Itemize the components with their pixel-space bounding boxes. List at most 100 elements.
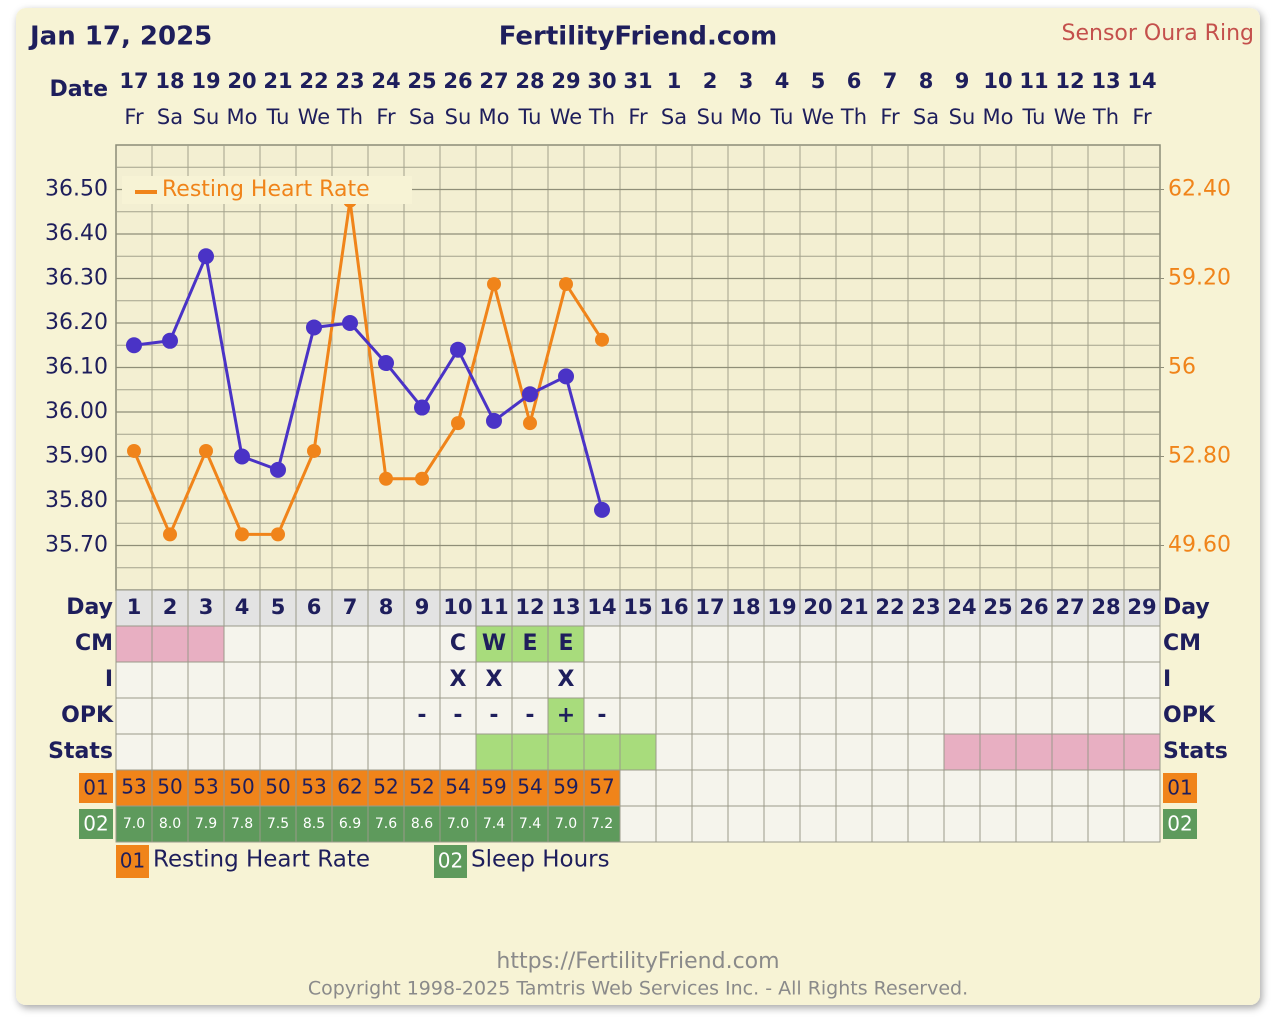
cell xyxy=(1123,805,1161,843)
date: 26 xyxy=(443,69,472,93)
cell xyxy=(295,625,333,663)
cell xyxy=(367,625,405,663)
day-number: 19 xyxy=(767,595,796,619)
data-point xyxy=(522,386,538,403)
data-point xyxy=(127,443,141,458)
cell xyxy=(763,733,801,771)
row-label: Day xyxy=(1163,595,1210,620)
cell xyxy=(763,805,801,843)
date: 19 xyxy=(191,69,220,93)
cell xyxy=(475,733,513,771)
cell xyxy=(223,733,261,771)
cell xyxy=(799,661,837,699)
sleep-value: 8.0 xyxy=(159,816,181,832)
legend-code-box xyxy=(116,845,149,878)
date: 12 xyxy=(1055,69,1084,93)
cell xyxy=(1051,769,1089,807)
footer-url: https://FertilityFriend.com xyxy=(496,949,779,974)
data-point xyxy=(486,412,502,429)
cell xyxy=(1087,697,1125,735)
cell xyxy=(367,697,405,735)
sleep-value: 7.6 xyxy=(375,816,397,832)
day-cell xyxy=(727,589,765,627)
row-label: 01 xyxy=(83,776,108,800)
cell xyxy=(835,805,873,843)
cell xyxy=(979,661,1017,699)
legend-code: 02 xyxy=(438,849,463,873)
day-number: 10 xyxy=(443,595,472,619)
weekday: We xyxy=(1054,105,1086,129)
date: 22 xyxy=(299,69,328,93)
data-point xyxy=(342,315,358,331)
data-point xyxy=(378,355,394,372)
data-point xyxy=(235,527,249,542)
sleep-value: 7.5 xyxy=(267,816,289,832)
cell xyxy=(403,625,441,663)
weekday: Fr xyxy=(124,105,144,129)
day-cell xyxy=(583,589,621,627)
data-point xyxy=(307,443,321,458)
sensor-label: Sensor Oura Ring xyxy=(1062,21,1255,46)
date: 2 xyxy=(703,69,718,93)
cell xyxy=(727,625,765,663)
rhr-value: 53 xyxy=(193,775,218,799)
cell xyxy=(907,805,945,843)
sleep-cell xyxy=(367,805,405,843)
cell xyxy=(1015,625,1053,663)
data-point xyxy=(271,527,285,542)
sleep-cell xyxy=(403,805,441,843)
cell xyxy=(835,697,873,735)
sleep-value: 7.9 xyxy=(195,816,217,832)
sleep-value: 8.5 xyxy=(303,816,325,832)
data-point xyxy=(162,332,178,349)
cell xyxy=(115,625,153,663)
sleep-value: 7.0 xyxy=(555,816,577,832)
day-number: 9 xyxy=(415,595,430,619)
data-point xyxy=(523,416,537,431)
cell-text: X xyxy=(450,667,467,692)
cell xyxy=(799,625,837,663)
cell xyxy=(1015,733,1053,771)
cell xyxy=(655,769,693,807)
data-point xyxy=(415,471,429,486)
row-label: Stats xyxy=(48,739,113,764)
date: 7 xyxy=(883,69,898,93)
y-tick-label: 35.80 xyxy=(45,488,108,513)
cell xyxy=(295,697,333,735)
cell xyxy=(403,697,441,735)
cell xyxy=(691,733,729,771)
rhr-value: 59 xyxy=(553,775,578,799)
day-cell xyxy=(871,589,909,627)
y-tick-label: 36.10 xyxy=(45,355,108,380)
cell xyxy=(727,697,765,735)
date: 1 xyxy=(667,69,682,93)
weekday: Fr xyxy=(1132,105,1152,129)
cell xyxy=(1087,769,1125,807)
cell xyxy=(1051,733,1089,771)
row-label: CM xyxy=(75,631,113,656)
cell xyxy=(943,625,981,663)
cell xyxy=(727,769,765,807)
cell-text: E xyxy=(558,631,573,656)
cell xyxy=(115,661,153,699)
weekday: Th xyxy=(336,105,363,129)
day-cell xyxy=(1051,589,1089,627)
day-number: 20 xyxy=(803,595,832,619)
date: 18 xyxy=(155,69,184,93)
weekday: Sa xyxy=(157,105,183,129)
row-label: Stats xyxy=(1163,739,1228,764)
weekday: Mo xyxy=(479,105,510,129)
cell-text: - xyxy=(525,703,534,728)
rhr-cell xyxy=(187,769,225,807)
cell xyxy=(1123,661,1161,699)
cell xyxy=(691,769,729,807)
date: 25 xyxy=(407,69,436,93)
weekday: Th xyxy=(840,105,867,129)
rhr-value: 50 xyxy=(157,775,182,799)
y-tick-label: 36.00 xyxy=(45,399,108,424)
weekday: Th xyxy=(588,105,615,129)
date: 21 xyxy=(263,69,292,93)
cell xyxy=(151,625,189,663)
date: 23 xyxy=(335,69,364,93)
date: 5 xyxy=(811,69,826,93)
